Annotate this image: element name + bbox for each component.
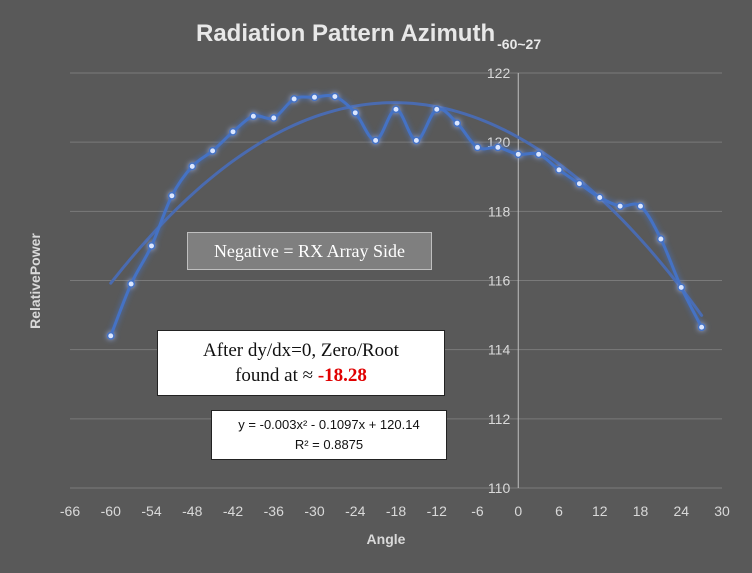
x-tick-label: -54 (141, 503, 161, 519)
x-tick-label: 6 (555, 503, 563, 519)
data-point (229, 127, 237, 136)
negative-side-note: Negative = RX Array Side (187, 232, 432, 270)
y-tick-label: 114 (488, 342, 511, 358)
data-point (269, 114, 278, 122)
data-point (493, 143, 502, 152)
y-tick-label: 110 (488, 480, 511, 496)
x-tick-label: 0 (514, 503, 522, 519)
trendline-equation: y = -0.003x² - 0.1097x + 120.14 (238, 417, 420, 432)
x-tick-label: 30 (714, 503, 730, 519)
data-point (616, 202, 625, 211)
x-tick-label: -48 (182, 503, 202, 519)
data-point (575, 179, 584, 188)
data-point (595, 193, 604, 202)
y-tick-label: 116 (488, 273, 511, 289)
data-point (412, 136, 421, 145)
data-point (208, 146, 217, 155)
data-point (290, 94, 299, 103)
x-tick-label: -42 (223, 503, 243, 519)
x-tick-label: -60 (101, 503, 121, 519)
data-point (127, 280, 136, 288)
data-point (106, 331, 115, 340)
data-point (188, 162, 197, 171)
data-point (432, 105, 441, 114)
x-tick-label: 18 (633, 503, 649, 519)
data-point (147, 241, 156, 250)
data-point (473, 143, 482, 152)
data-point (534, 150, 543, 159)
root-value: -18.28 (317, 365, 367, 386)
root-note: After dy/dx=0, Zero/Root found at ≈ -18.… (157, 330, 445, 396)
trendline (109, 101, 704, 317)
trendline-layer (109, 101, 704, 317)
x-tick-label: -18 (386, 503, 406, 519)
x-tick-label: -36 (264, 503, 284, 519)
x-tick-labels: -66 -60 -54 -48 -42 -36 -30 -24 -18 -12 -6 0 6 12 18 24… (60, 503, 730, 519)
root-note-prefix: found at ≈ (235, 365, 318, 386)
r-squared: R² = 0.8875 (294, 437, 364, 452)
x-tick-label: 24 (673, 503, 689, 519)
series-line (109, 93, 703, 337)
data-point (514, 150, 523, 159)
data-point (310, 93, 319, 102)
y-tick-label: 122 (487, 65, 511, 81)
data-point (555, 165, 563, 174)
negative-side-note-text: Negative = RX Array Side (213, 240, 406, 261)
data-point (453, 119, 462, 128)
y-tick-label: 118 (488, 203, 511, 219)
x-tick-label: -12 (427, 503, 447, 519)
data-point (677, 283, 686, 292)
y-tick-label: 112 (488, 411, 511, 427)
x-axis-title: Angle (367, 531, 406, 547)
data-point (636, 202, 645, 211)
data-point (249, 112, 258, 121)
trendline-equation-box: y = -0.003x² - 0.1097x + 120.14 R² = 0.8… (211, 410, 447, 460)
series-layer (106, 92, 706, 340)
data-point (167, 191, 176, 200)
data-point (392, 105, 400, 114)
data-point (697, 323, 706, 332)
y-axis-title: RelativePower (27, 233, 43, 329)
x-tick-label: 12 (592, 503, 608, 519)
root-note-line2: found at ≈ -18.28 (158, 363, 444, 388)
data-point (371, 136, 380, 145)
x-tick-label: -24 (345, 503, 365, 519)
x-tick-label: -66 (60, 503, 80, 519)
x-tick-label: -30 (304, 503, 324, 519)
root-note-line1: After dy/dx=0, Zero/Root (203, 340, 399, 361)
chart-title: Radiation Pattern Azimuth -60~27 (196, 20, 541, 52)
data-point (330, 92, 339, 101)
data-point (351, 108, 360, 117)
data-point (656, 235, 665, 243)
x-tick-label: -6 (471, 503, 484, 519)
